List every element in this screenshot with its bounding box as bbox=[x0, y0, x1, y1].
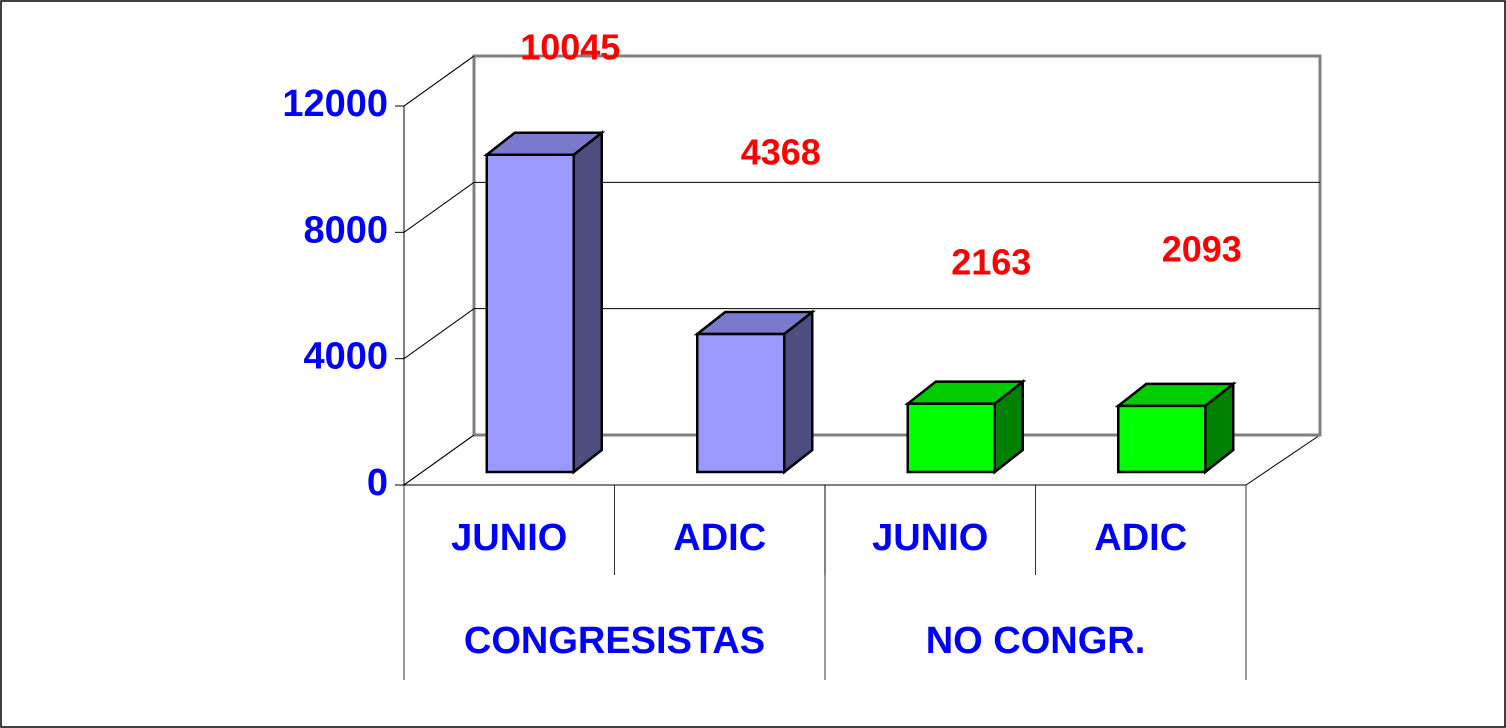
grid-line bbox=[403, 181, 475, 233]
bar bbox=[906, 402, 996, 474]
bar-side bbox=[783, 309, 814, 475]
x-tick-label: ADIC bbox=[1094, 517, 1187, 559]
y-tick-label: 12000 bbox=[282, 83, 388, 125]
bar bbox=[1117, 404, 1207, 474]
value-label: 2093 bbox=[1162, 229, 1242, 270]
back-wall bbox=[472, 54, 1322, 437]
left-wall bbox=[403, 55, 475, 486]
grid-line bbox=[403, 434, 475, 486]
grid-line bbox=[403, 55, 475, 107]
x-tick-label: JUNIO bbox=[451, 517, 567, 559]
y-tick-label: 4000 bbox=[303, 336, 388, 378]
bar bbox=[696, 332, 786, 474]
grid-line bbox=[403, 308, 475, 360]
bar bbox=[485, 153, 575, 474]
x-tick-label: JUNIO bbox=[872, 517, 988, 559]
value-label: 4368 bbox=[741, 132, 821, 173]
value-label: 10045 bbox=[520, 27, 620, 68]
value-label: 2163 bbox=[951, 242, 1031, 283]
y-tick-label: 8000 bbox=[303, 209, 388, 251]
bar-side bbox=[572, 130, 603, 475]
group-label: CONGRESISTAS bbox=[464, 620, 765, 662]
x-tick-label: ADIC bbox=[673, 517, 766, 559]
y-tick-label: 0 bbox=[367, 462, 388, 504]
group-label: NO CONGR. bbox=[926, 620, 1146, 662]
